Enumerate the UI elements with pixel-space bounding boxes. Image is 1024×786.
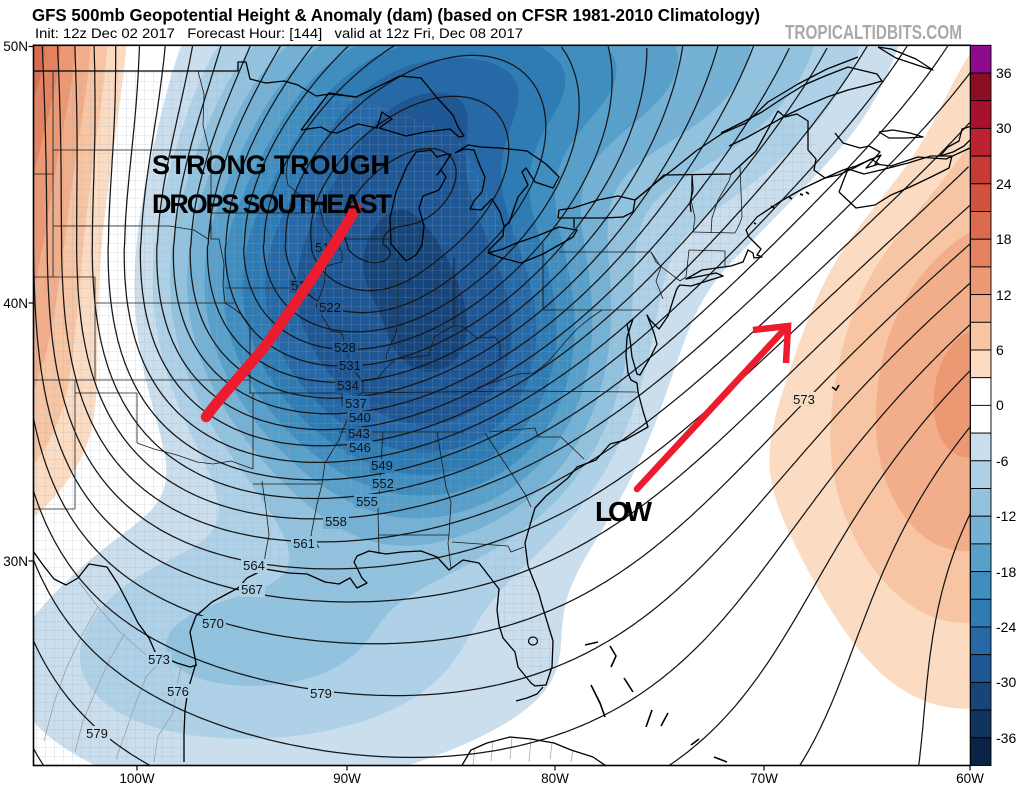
svg-text:70W: 70W: [750, 771, 778, 786]
svg-text:579: 579: [310, 686, 332, 701]
svg-text:-12: -12: [996, 508, 1016, 524]
svg-text:573: 573: [793, 392, 815, 407]
svg-text:6: 6: [996, 342, 1004, 358]
svg-text:GFS 500mb Geopotential Height: GFS 500mb Geopotential Height & Anomaly …: [32, 5, 760, 25]
svg-text:576: 576: [167, 684, 189, 699]
svg-text:-36: -36: [996, 730, 1016, 746]
svg-text:STRONG TROUGH: STRONG TROUGH: [152, 150, 390, 180]
svg-text:534: 534: [337, 378, 359, 393]
svg-text:573: 573: [148, 652, 170, 667]
svg-text:30N: 30N: [3, 554, 28, 569]
svg-text:100W: 100W: [119, 771, 155, 786]
svg-text:570: 570: [202, 616, 224, 631]
svg-text:537: 537: [345, 396, 367, 411]
svg-text:555: 555: [356, 494, 378, 509]
svg-text:0: 0: [996, 397, 1004, 413]
svg-text:50N: 50N: [3, 39, 28, 54]
svg-text:522: 522: [319, 300, 341, 315]
svg-text:Init: 12z Dec 02 2017 Foreca: Init: 12z Dec 02 2017 Forecast Hour: [14…: [35, 25, 523, 41]
svg-text:567: 567: [241, 582, 263, 597]
svg-text:12: 12: [996, 287, 1012, 303]
svg-text:-18: -18: [996, 564, 1016, 580]
svg-text:-30: -30: [996, 674, 1016, 690]
svg-text:80W: 80W: [541, 771, 569, 786]
svg-text:564: 564: [243, 558, 265, 573]
svg-text:TROPICALTIDBITS.COM: TROPICALTIDBITS.COM: [785, 22, 962, 44]
svg-text:LOW: LOW: [595, 496, 653, 527]
svg-text:60W: 60W: [956, 771, 984, 786]
svg-text:36: 36: [996, 65, 1012, 81]
svg-text:549: 549: [371, 458, 393, 473]
svg-text:561: 561: [293, 536, 315, 551]
svg-text:531: 531: [339, 358, 361, 373]
svg-text:-6: -6: [996, 453, 1009, 469]
svg-text:558: 558: [325, 514, 347, 529]
svg-text:543: 543: [348, 426, 370, 441]
svg-text:30: 30: [996, 120, 1012, 136]
svg-text:540: 540: [349, 410, 371, 425]
svg-text:546: 546: [349, 440, 371, 455]
svg-text:-24: -24: [996, 619, 1016, 635]
svg-text:90W: 90W: [333, 771, 361, 786]
svg-text:528: 528: [334, 340, 356, 355]
svg-text:18: 18: [996, 231, 1012, 247]
svg-text:24: 24: [996, 176, 1012, 192]
svg-text:552: 552: [372, 476, 394, 491]
svg-text:40N: 40N: [3, 296, 28, 311]
svg-text:DROPS SOUTHEAST: DROPS SOUTHEAST: [152, 189, 393, 219]
svg-text:579: 579: [86, 726, 108, 741]
